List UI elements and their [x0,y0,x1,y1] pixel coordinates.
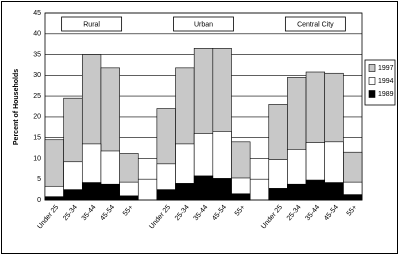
group-label-box [173,16,234,32]
y-tick-label: 0 [37,197,41,204]
bar [268,188,288,201]
bar [343,194,363,201]
y-tick-label: 15 [33,135,41,142]
bar [193,175,214,201]
legend-label: 1994 [378,78,394,85]
y-tick-label: 40 [33,31,41,38]
y-tick-label: 30 [33,72,41,79]
bar [100,183,120,201]
y-tick-label: 35 [33,51,41,58]
y-tick-label: 25 [33,93,41,100]
y-tick-label: 10 [33,155,41,162]
bar [156,189,176,201]
legend-label: 1997 [378,65,394,72]
y-tick-label: 20 [33,114,41,121]
bar [324,182,344,201]
bar [44,196,64,201]
bar [81,182,102,201]
legend-swatch [368,90,376,98]
group-label-box [61,16,123,32]
bar [212,178,232,201]
y-tick-label: 45 [33,10,41,17]
bar [305,179,326,201]
group-label: Rural [83,21,100,28]
bar [231,193,251,201]
bar [63,189,83,201]
group-label: Urban [194,21,213,28]
group-label-box [284,16,346,32]
legend-swatch [368,64,376,72]
legend-label: 1989 [378,91,394,98]
group-label: Central City [297,21,334,28]
legend-swatch [368,77,376,85]
y-tick-label: 5 [37,176,41,183]
bar [175,183,195,201]
y-axis-label: Percent of Households [13,69,20,145]
bar [287,183,307,201]
bar [119,195,139,201]
